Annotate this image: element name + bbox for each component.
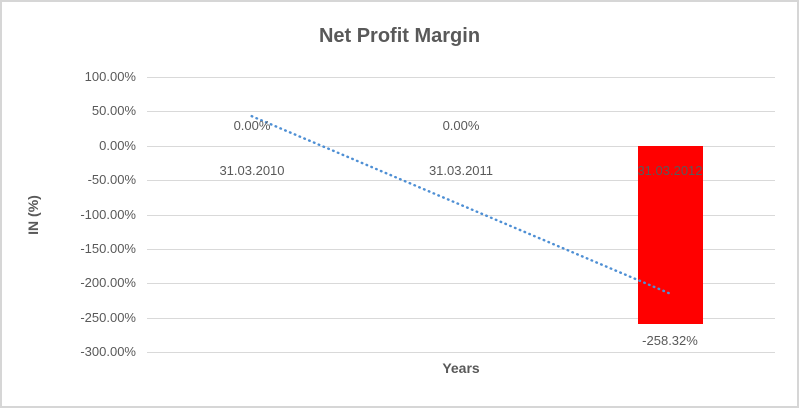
y-axis-title-text: IN (%) bbox=[25, 194, 42, 235]
x-axis-title: Years bbox=[442, 360, 480, 376]
y-axis-title: IN (%) bbox=[18, 77, 48, 352]
data-label: 0.00% bbox=[233, 118, 271, 133]
gridline bbox=[147, 77, 775, 78]
y-tick-label: 50.00% bbox=[91, 103, 136, 118]
y-tick-label: -100.00% bbox=[80, 207, 136, 222]
y-tick-label: -150.00% bbox=[80, 241, 136, 256]
y-tick-label: 0.00% bbox=[99, 138, 136, 153]
y-tick-label: 100.00% bbox=[84, 69, 136, 84]
trendline[interactable] bbox=[250, 114, 672, 295]
y-tick-label: -300.00% bbox=[80, 344, 136, 359]
y-tick-label: -200.00% bbox=[80, 275, 136, 290]
y-tick-label: -50.00% bbox=[87, 172, 136, 187]
x-category-label: 31.03.2010 bbox=[219, 163, 285, 178]
data-label: 0.00% bbox=[442, 118, 480, 133]
y-tick-label: -250.00% bbox=[80, 310, 136, 325]
x-category-label: 31.03.2012 bbox=[637, 163, 703, 178]
data-label: -258.32% bbox=[642, 333, 698, 348]
x-category-label: 31.03.2011 bbox=[428, 163, 494, 178]
gridline bbox=[147, 352, 775, 353]
gridline bbox=[147, 318, 775, 319]
chart-title: Net Profit Margin bbox=[318, 25, 481, 47]
gridline bbox=[147, 111, 775, 112]
